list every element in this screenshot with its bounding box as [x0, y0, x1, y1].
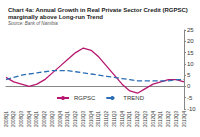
- svg-text:2013Q2: 2013Q2: [166, 111, 171, 128]
- svg-text:10: 10: [187, 61, 194, 67]
- svg-text:Chart 4a: Annual Growth in Rea: Chart 4a: Annual Growth in Real Private …: [8, 7, 189, 13]
- svg-text:2013Q1: 2013Q1: [158, 111, 163, 128]
- svg-text:15: 15: [187, 50, 194, 56]
- svg-text:25: 25: [187, 27, 194, 33]
- svg-text:-10: -10: [187, 106, 196, 112]
- svg-text:2011Q3: 2011Q3: [112, 111, 117, 127]
- svg-text:0: 0: [187, 83, 191, 89]
- svg-text:2012Q3: 2012Q3: [143, 111, 148, 128]
- svg-text:2011Q4: 2011Q4: [120, 111, 125, 127]
- svg-text:marginally above Long-run Tren: marginally above Long-run Trend: [8, 14, 103, 20]
- svg-text:2011Q2: 2011Q2: [104, 111, 109, 127]
- svg-text:2012Q1: 2012Q1: [127, 111, 132, 128]
- svg-text:2009Q2: 2009Q2: [42, 111, 47, 128]
- svg-text:2008Q1: 2008Q1: [4, 111, 9, 128]
- svg-text:2009Q3: 2009Q3: [50, 111, 55, 128]
- svg-text:2010Q1: 2010Q1: [65, 111, 70, 128]
- svg-text:2009Q1: 2009Q1: [34, 111, 39, 128]
- svg-text:2012Q4: 2012Q4: [151, 111, 156, 128]
- svg-text:2010Q2: 2010Q2: [73, 111, 78, 128]
- svg-text:2013Q3: 2013Q3: [174, 111, 179, 128]
- svg-text:2011Q1: 2011Q1: [96, 111, 101, 127]
- svg-text:20: 20: [187, 38, 194, 44]
- svg-text:-5: -5: [187, 95, 193, 101]
- svg-text:2010Q3: 2010Q3: [81, 111, 86, 128]
- svg-text:5: 5: [187, 72, 191, 78]
- svg-text:2010Q4: 2010Q4: [89, 111, 94, 128]
- svg-text:Source: Bank of Namibia: Source: Bank of Namibia: [8, 21, 58, 26]
- svg-text:2008Q4: 2008Q4: [27, 111, 32, 128]
- svg-text:TREND: TREND: [123, 95, 144, 101]
- svg-text:2013Q4: 2013Q4: [182, 111, 187, 128]
- svg-text:2012Q2: 2012Q2: [135, 111, 140, 128]
- svg-text:2008Q2: 2008Q2: [11, 111, 16, 128]
- svg-text:2009Q4: 2009Q4: [58, 111, 63, 128]
- svg-text:RGPSC: RGPSC: [74, 95, 96, 101]
- svg-text:2008Q3: 2008Q3: [19, 111, 24, 128]
